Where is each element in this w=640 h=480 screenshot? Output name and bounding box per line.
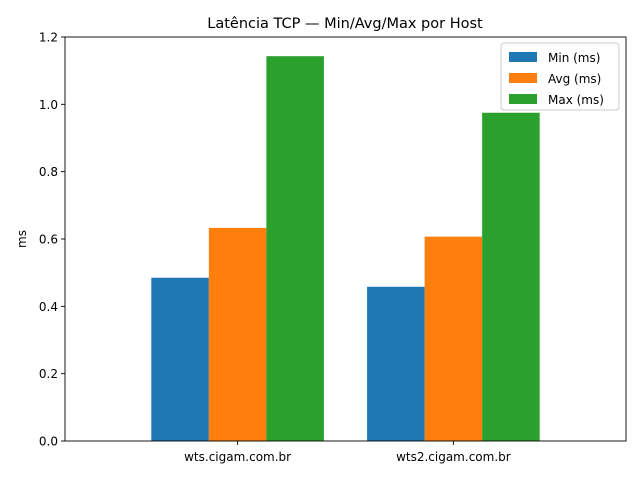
y-tick-label-4: 0.6 xyxy=(39,233,58,247)
y-tick-label-3: 0.4 xyxy=(39,300,58,314)
bar-2-2 xyxy=(424,236,483,441)
y-axis-label: ms xyxy=(15,230,29,248)
legend-label-2: Avg (ms) xyxy=(548,72,601,86)
legend-swatch-2 xyxy=(509,73,537,83)
x-tick-label-2: wts2.cigam.com.br xyxy=(396,450,511,464)
y-tick-label-7: 1.2 xyxy=(39,31,58,45)
bars-group xyxy=(151,56,540,441)
bar-3-1 xyxy=(266,56,324,441)
bar-2-1 xyxy=(208,227,267,441)
legend-label-3: Max (ms) xyxy=(548,93,604,107)
axes-group: 0.0 0.2 0.4 0.6 0.8 1.0 1.2 wts.cigam.com.br wts… xyxy=(15,31,627,464)
bar-1-2 xyxy=(367,286,425,441)
bar-1-1 xyxy=(151,277,209,441)
legend-label-1: Min (ms) xyxy=(548,51,600,65)
y-tick-label-1: 0.0 xyxy=(39,435,58,449)
y-tick-label-2: 0.2 xyxy=(39,367,58,381)
legend: Min (ms) Avg (ms) Max (ms) xyxy=(500,42,620,111)
legend-swatch-1 xyxy=(509,52,537,62)
legend-swatch-3 xyxy=(509,94,537,104)
bar-3-2 xyxy=(482,112,540,441)
y-tick-label-5: 0.8 xyxy=(39,165,58,179)
x-tick-label-1: wts.cigam.com.br xyxy=(184,450,291,464)
chart-title: Latência TCP — Min/Avg/Max por Host xyxy=(207,16,483,32)
y-tick-label-6: 1.0 xyxy=(39,98,58,112)
